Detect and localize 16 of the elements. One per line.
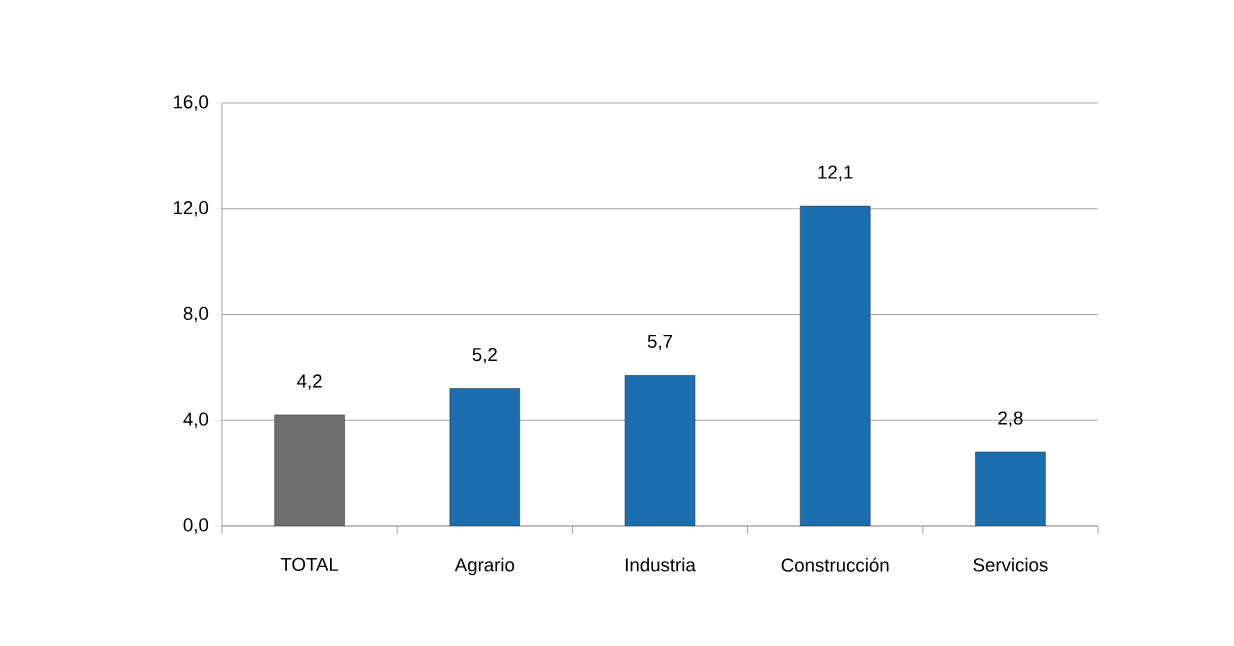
y-tick-label: 0,0	[183, 518, 209, 534]
data-label: 5,2	[472, 347, 497, 364]
data-label: 4,2	[297, 374, 322, 390]
y-tick-label: 16,0	[173, 95, 209, 111]
x-tick-label: TOTAL	[280, 557, 339, 572]
y-tick-label: 8,0	[183, 306, 209, 323]
data-label: 2,8	[998, 411, 1023, 427]
x-tick-label: Construcción	[781, 557, 889, 572]
x-tick-label: Servicios	[973, 557, 1048, 572]
y-tick-label: 12,0	[173, 201, 209, 217]
data-label: 12,1	[818, 165, 853, 181]
y-tick-label: 4,0	[183, 412, 209, 428]
data-label: 5,7	[647, 334, 673, 351]
x-tick-label: Agrario	[454, 557, 515, 576]
x-tick-label: Industria	[625, 557, 696, 572]
bar	[975, 451, 1046, 526]
